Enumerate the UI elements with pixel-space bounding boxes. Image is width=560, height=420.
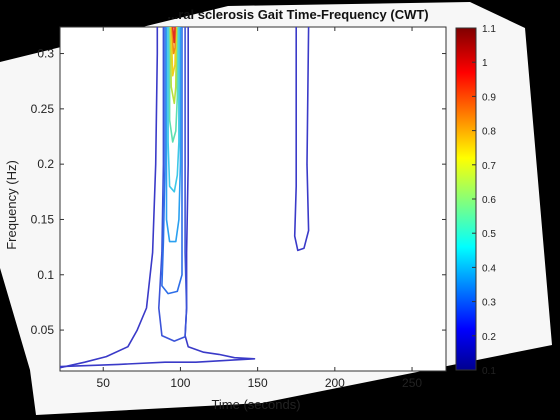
contour-line-0 (60, 27, 256, 368)
colorbar-tick-label: 0.2 (482, 332, 496, 343)
axis-ticks-group: 50 100 150 200 250 0.05 0.1 0.15 0.2 0.25 0.3 (31, 27, 446, 390)
x-tick-label: 250 (402, 376, 422, 390)
y-axis-label: Frequency (Hz) (4, 160, 19, 250)
contour-line-6 (168, 27, 179, 143)
colorbar-tick-label: 0.5 (482, 229, 496, 240)
y-tick-label: 0.3 (37, 47, 54, 61)
y-tick-label: 0.15 (31, 212, 55, 226)
contour-line-3 (161, 27, 183, 295)
y-tick-label: 0.2 (37, 157, 54, 171)
x-tick-label: 100 (170, 376, 190, 390)
contour-line-1 (60, 27, 159, 369)
x-tick-label: 200 (325, 376, 345, 390)
contour-line-11 (293, 27, 310, 252)
colorbar-tick-label: 0.4 (482, 263, 496, 274)
plot-area (59, 26, 447, 372)
colorbar-tick-label: 0.7 (482, 161, 496, 172)
y-tick-label: 0.05 (31, 323, 55, 337)
colorbar-tick-label: 1.1 (482, 24, 496, 35)
x-axis-label: Time (seconds) (211, 397, 300, 412)
contour-line-2 (158, 27, 188, 342)
contour-line-10 (171, 27, 176, 44)
colorbar-ticks-group: 0.1 0.2 0.3 0.4 0.5 0.6 0.7 0.8 0.9 1 1.1 (472, 24, 496, 377)
x-tick-label: 150 (248, 376, 268, 390)
colorbar-tick-label: 1 (482, 58, 488, 69)
chart-title: ...ral sclerosis Gait Time-Frequency (CW… (167, 7, 428, 22)
contour-line-7 (169, 27, 178, 105)
y-tick-label: 0.25 (31, 102, 55, 116)
x-tick-label: 50 (97, 376, 111, 390)
colorbar-tick-label: 0.1 (482, 366, 496, 377)
y-tick-label: 0.1 (37, 268, 54, 282)
colorbar-tick-label: 0.3 (482, 298, 496, 309)
contour-line-4 (165, 27, 182, 243)
colorbar-tick-label: 0.9 (482, 92, 496, 103)
contour-lines-group (60, 27, 310, 369)
contour-line-5 (167, 27, 180, 193)
colorbar-tick-label: 0.6 (482, 195, 496, 206)
colorbar-tick-label: 0.8 (482, 127, 496, 138)
